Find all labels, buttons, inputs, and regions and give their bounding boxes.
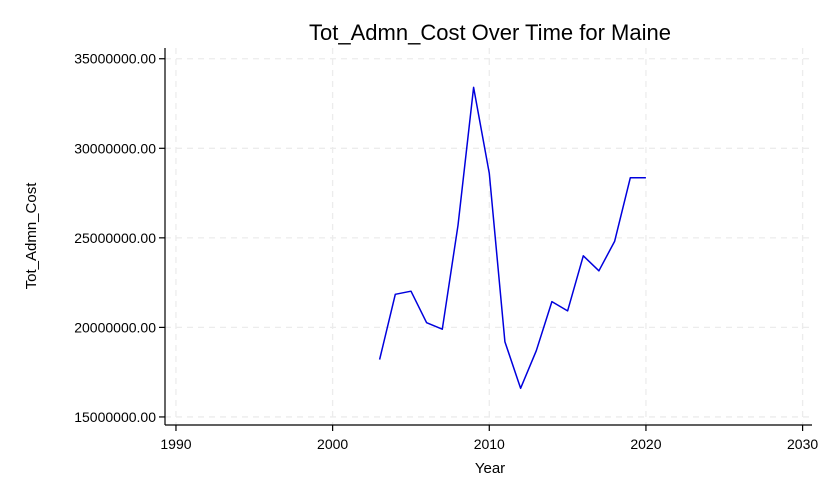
ticks-layer: 1990 2000 2010 2020 2030 15000000.00 20000000.… [74,51,818,452]
y-tick-label: 20000000.00 [74,319,156,335]
y-tick-label: 25000000.00 [74,230,156,246]
y-tick-label: 15000000.00 [74,409,156,425]
grid-layer [165,48,812,425]
x-tick-label: 2010 [474,436,505,452]
axes-layer [165,48,812,425]
y-tick-label: 30000000.00 [74,140,156,156]
x-tick-label: 2000 [317,436,348,452]
x-tick-label: 2030 [787,436,818,452]
x-tick-label: 2020 [630,436,661,452]
x-tick-label: 1990 [160,436,191,452]
x-axis-label: Year [475,460,505,477]
y-tick-label: 35000000.00 [74,51,156,67]
chart-title: Tot_Admn_Cost Over Time for Maine [309,20,671,45]
y-axis-label: Tot_Admn_Cost [23,182,40,290]
